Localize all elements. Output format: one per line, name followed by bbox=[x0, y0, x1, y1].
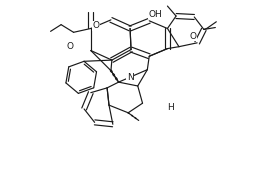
Text: O: O bbox=[190, 32, 197, 41]
Text: O: O bbox=[92, 21, 99, 30]
Text: OH: OH bbox=[148, 10, 162, 19]
Text: H: H bbox=[167, 102, 174, 112]
Text: O: O bbox=[66, 42, 73, 51]
Text: N: N bbox=[127, 73, 134, 82]
